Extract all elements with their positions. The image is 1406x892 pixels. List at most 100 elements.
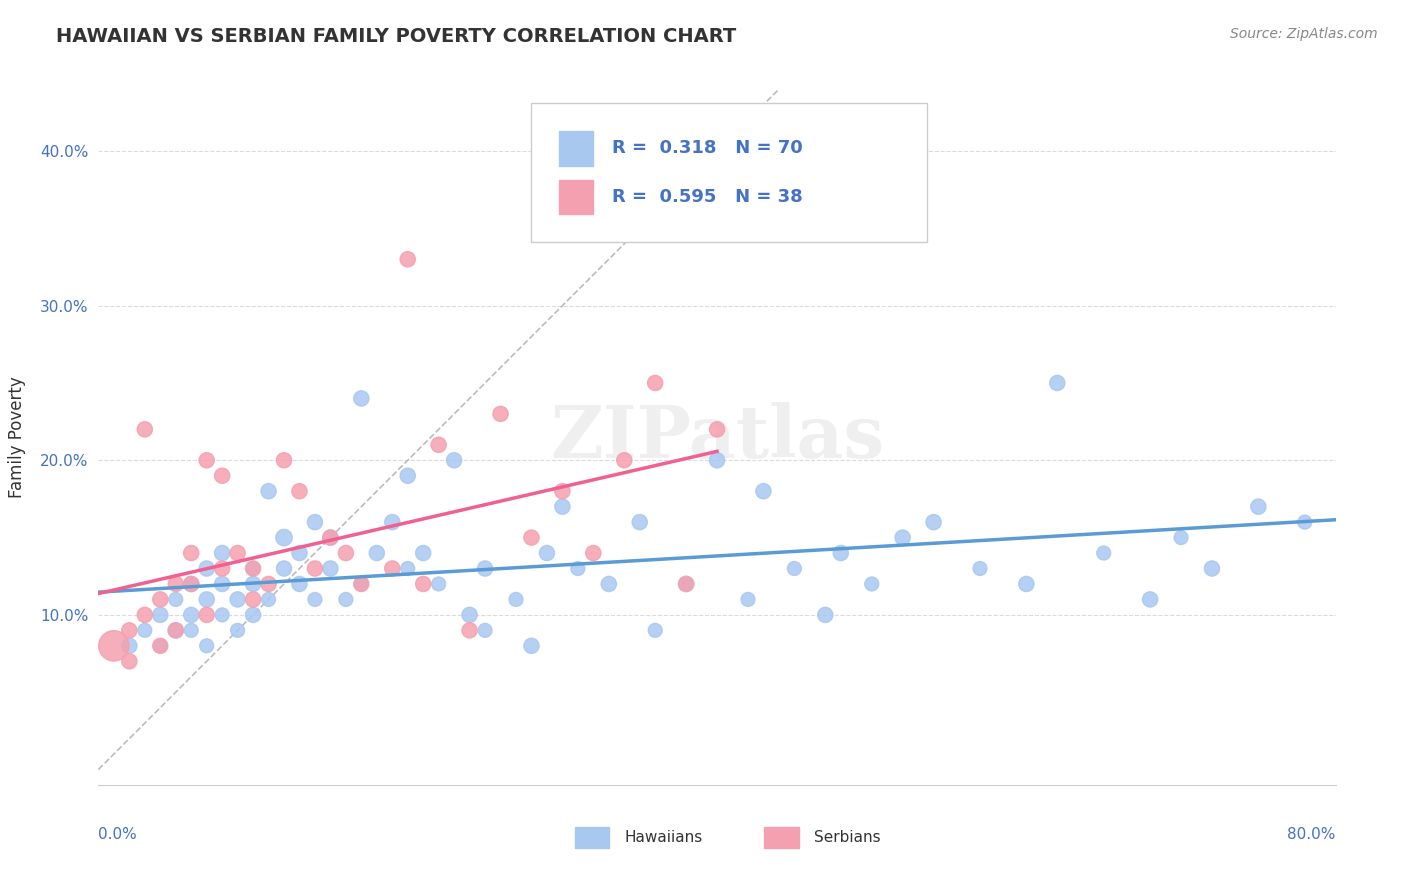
Point xyxy=(427,577,450,591)
Point xyxy=(288,546,311,560)
Point xyxy=(211,546,233,560)
Point xyxy=(257,577,280,591)
Point xyxy=(242,561,264,575)
Point xyxy=(195,639,218,653)
Point xyxy=(427,438,450,452)
Point xyxy=(675,577,697,591)
Point xyxy=(598,577,620,591)
Point xyxy=(180,624,202,638)
Point xyxy=(165,592,187,607)
Point xyxy=(149,639,172,653)
Point xyxy=(783,561,806,575)
Point xyxy=(149,592,172,607)
Point xyxy=(350,577,373,591)
Point xyxy=(195,607,218,622)
Point xyxy=(551,500,574,514)
Point xyxy=(257,592,280,607)
Point xyxy=(273,453,295,467)
Point xyxy=(134,607,156,622)
Point xyxy=(489,407,512,421)
Point xyxy=(288,484,311,499)
Point xyxy=(273,561,295,575)
Text: 0.0%: 0.0% xyxy=(98,827,138,842)
Point xyxy=(134,422,156,436)
Text: ZIPatlas: ZIPatlas xyxy=(550,401,884,473)
FancyBboxPatch shape xyxy=(531,103,928,243)
Point xyxy=(350,577,373,591)
Point xyxy=(304,515,326,529)
Point xyxy=(180,577,202,591)
Point xyxy=(551,484,574,499)
Point xyxy=(969,561,991,575)
Point xyxy=(304,561,326,575)
Point xyxy=(366,546,388,560)
Point xyxy=(1046,376,1069,390)
Point xyxy=(1170,531,1192,545)
Point xyxy=(536,546,558,560)
Point xyxy=(273,531,295,545)
Text: HAWAIIAN VS SERBIAN FAMILY POVERTY CORRELATION CHART: HAWAIIAN VS SERBIAN FAMILY POVERTY CORRE… xyxy=(56,27,737,45)
Point xyxy=(118,639,141,653)
Point xyxy=(118,624,141,638)
Point xyxy=(520,531,543,545)
Point xyxy=(860,577,883,591)
Point xyxy=(567,561,589,575)
Point xyxy=(1015,577,1038,591)
Point xyxy=(242,561,264,575)
Point xyxy=(412,577,434,591)
Text: Hawaiians: Hawaiians xyxy=(624,830,703,845)
FancyBboxPatch shape xyxy=(558,179,593,214)
Point xyxy=(211,577,233,591)
Point xyxy=(443,453,465,467)
Point xyxy=(226,624,249,638)
Point xyxy=(211,607,233,622)
Point xyxy=(458,607,481,622)
Point xyxy=(180,577,202,591)
Point xyxy=(350,392,373,406)
Text: R =  0.595   N = 38: R = 0.595 N = 38 xyxy=(612,188,803,206)
Point xyxy=(752,484,775,499)
Point xyxy=(1247,500,1270,514)
Point xyxy=(211,561,233,575)
Point xyxy=(335,546,357,560)
Point xyxy=(412,546,434,560)
Point xyxy=(891,531,914,545)
Text: R =  0.318   N = 70: R = 0.318 N = 70 xyxy=(612,139,803,157)
Point xyxy=(814,607,837,622)
Point xyxy=(830,546,852,560)
Y-axis label: Family Poverty: Family Poverty xyxy=(8,376,27,498)
Point xyxy=(1201,561,1223,575)
Text: 80.0%: 80.0% xyxy=(1288,827,1336,842)
Point xyxy=(149,607,172,622)
Point xyxy=(165,624,187,638)
Point xyxy=(474,624,496,638)
Point xyxy=(319,531,342,545)
Point xyxy=(474,561,496,575)
Point xyxy=(675,577,697,591)
Point xyxy=(226,592,249,607)
Point xyxy=(1139,592,1161,607)
Point xyxy=(304,592,326,607)
Point xyxy=(396,468,419,483)
Point xyxy=(458,624,481,638)
Point xyxy=(582,546,605,560)
Point xyxy=(211,468,233,483)
Point xyxy=(288,577,311,591)
Point xyxy=(165,577,187,591)
Point xyxy=(520,639,543,653)
Point xyxy=(134,624,156,638)
Point xyxy=(180,546,202,560)
Point xyxy=(396,252,419,267)
Point xyxy=(242,592,264,607)
Point xyxy=(195,592,218,607)
Point xyxy=(149,639,172,653)
Point xyxy=(165,624,187,638)
Point xyxy=(381,561,404,575)
Point xyxy=(335,592,357,607)
Point xyxy=(319,561,342,575)
Point xyxy=(1294,515,1316,529)
Point xyxy=(242,607,264,622)
FancyBboxPatch shape xyxy=(763,827,799,847)
Point xyxy=(396,561,419,575)
Point xyxy=(319,531,342,545)
